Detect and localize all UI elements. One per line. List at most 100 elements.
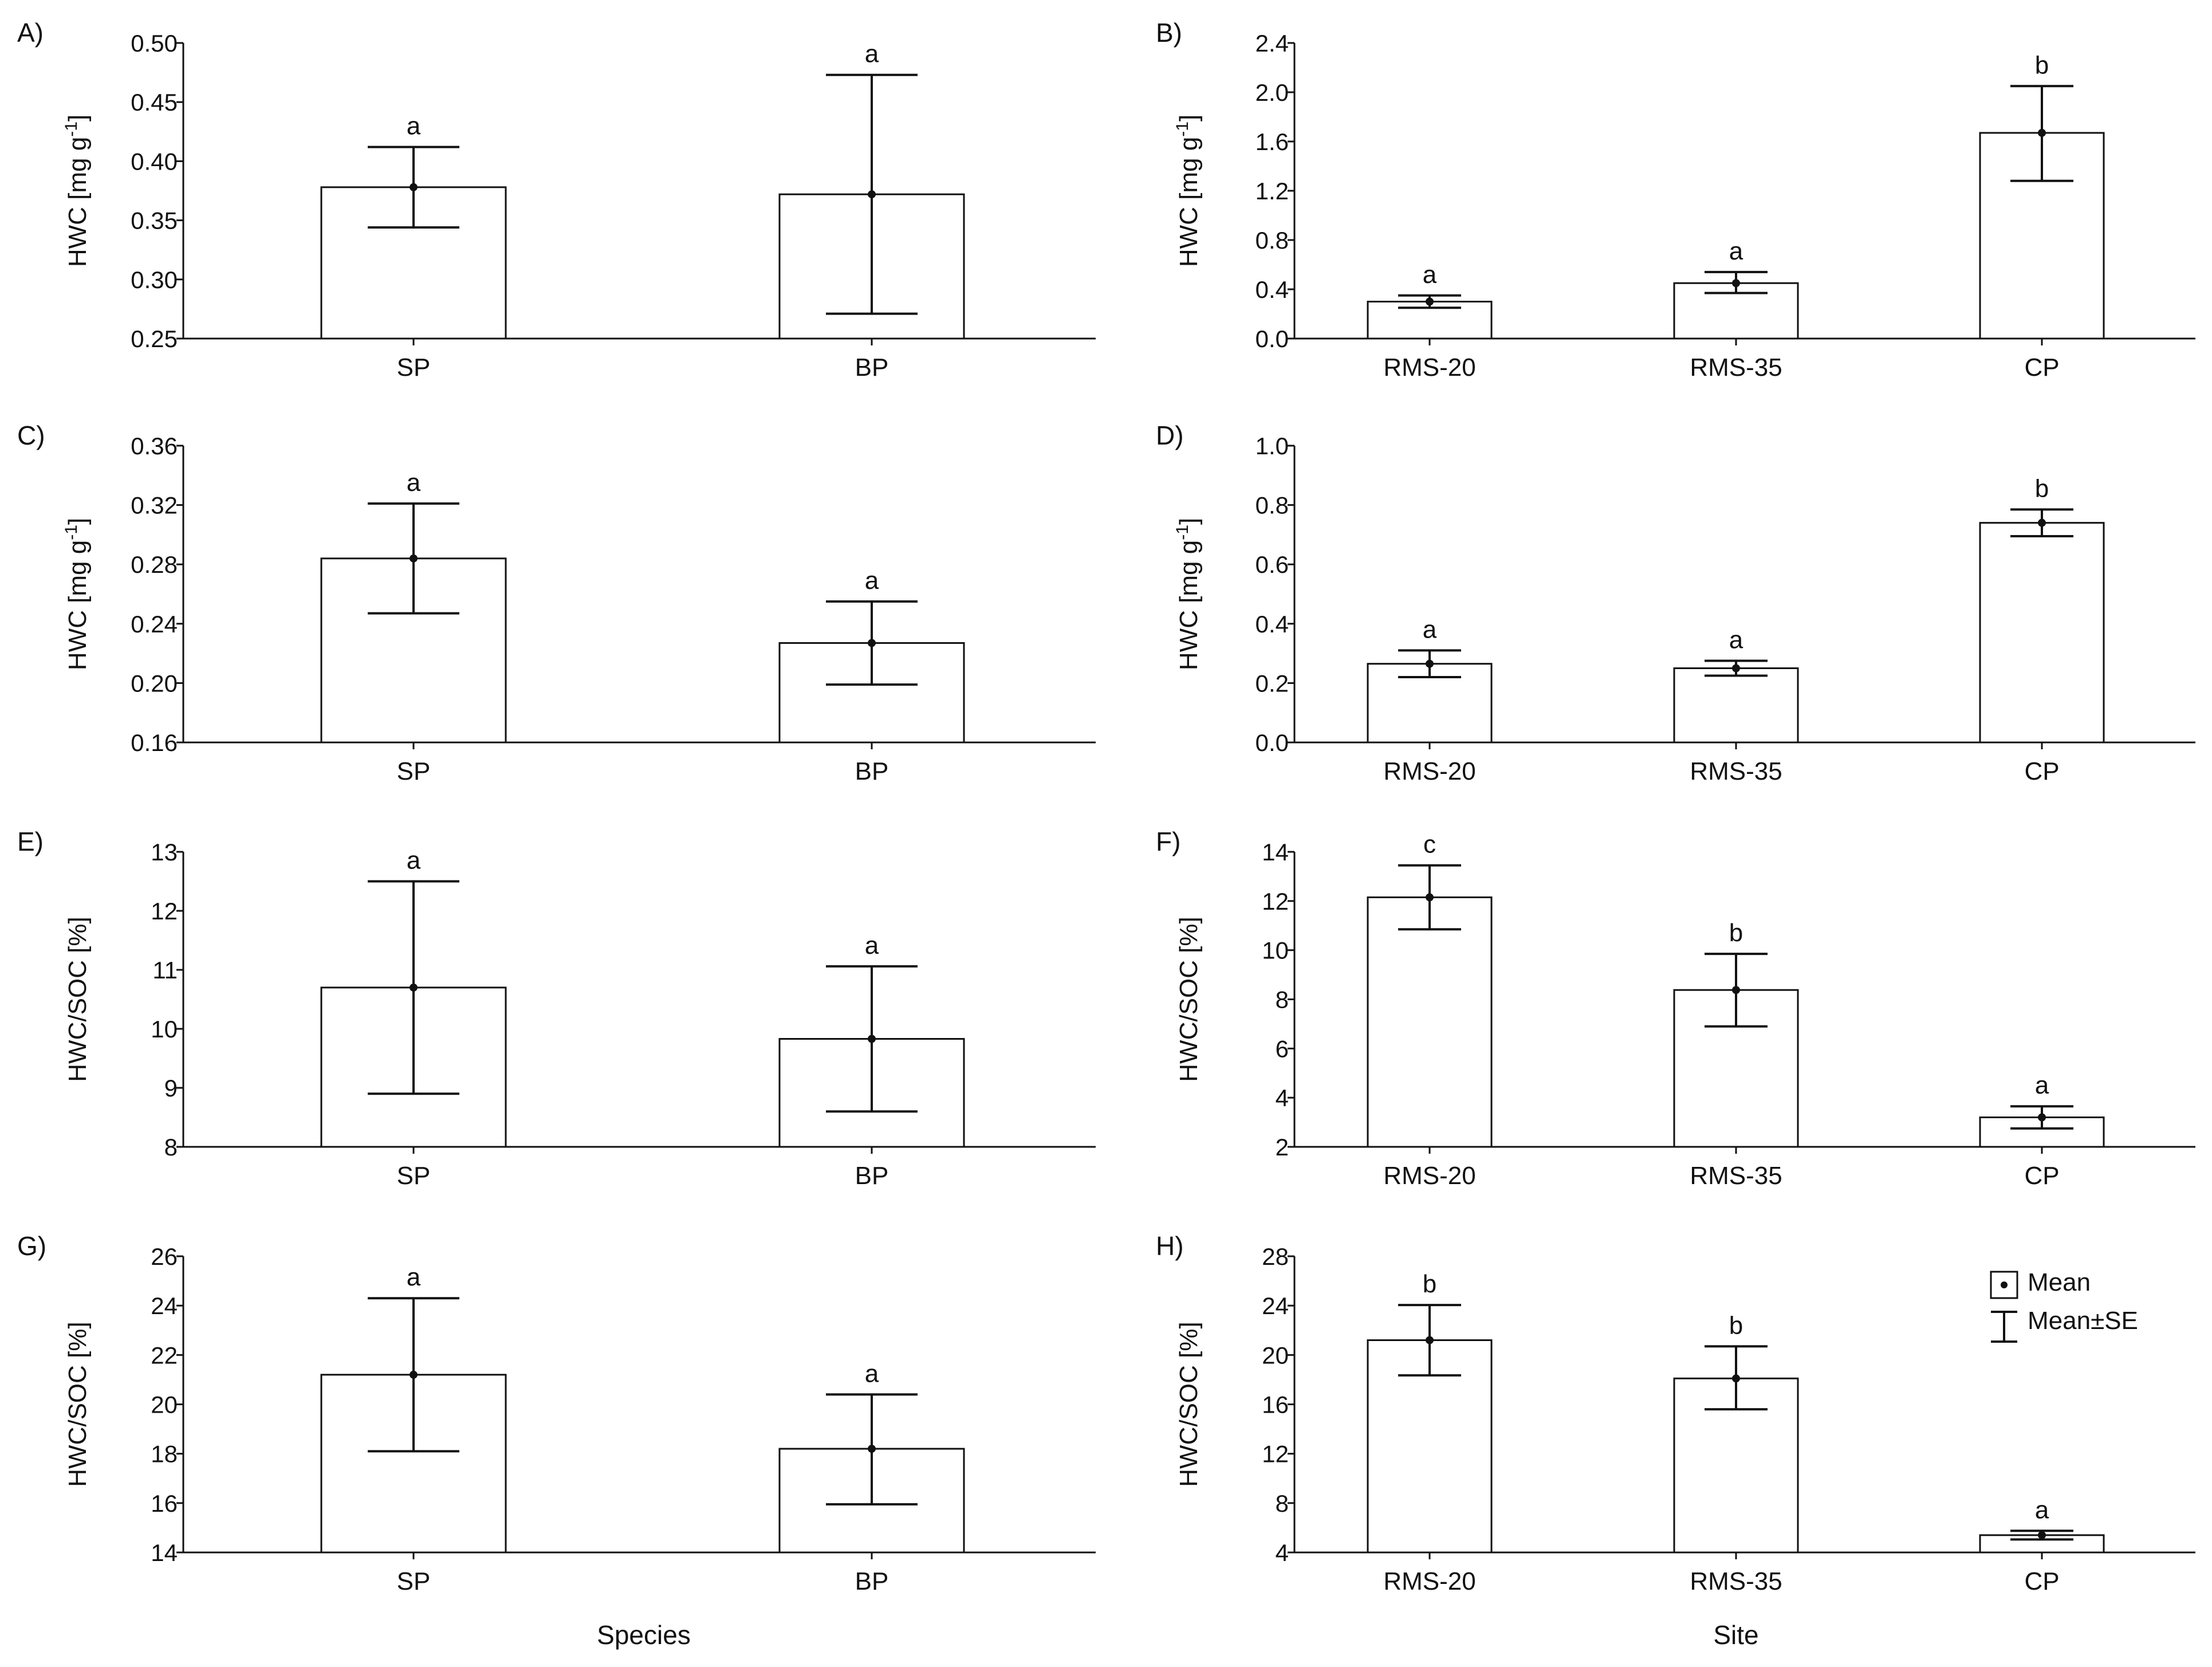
x-tick-label: BP — [855, 353, 889, 382]
mean-point — [868, 1445, 876, 1453]
x-axis-title-species: Species — [597, 1620, 691, 1650]
y-axis-title-superscript: -1 — [1173, 121, 1192, 137]
y-tick-label: 16 — [1262, 1391, 1289, 1418]
y-tick-label: 0.2 — [1255, 670, 1289, 697]
significance-letter: a — [2035, 1071, 2049, 1099]
x-tick-label: SP — [397, 1162, 431, 1190]
panel-label: B) — [1156, 18, 1182, 48]
significance-letter: c — [1423, 831, 1436, 859]
y-tick-label: 1.2 — [1255, 178, 1289, 205]
y-tick-label: 6 — [1276, 1035, 1289, 1062]
x-tick-label: CP — [2024, 1567, 2059, 1595]
y-tick-label: 12 — [151, 898, 178, 925]
y-axis-title: HWC/SOC [%] — [1175, 917, 1203, 1082]
significance-letter: a — [2035, 1496, 2049, 1524]
significance-letter: b — [1729, 1311, 1743, 1339]
panel-d: D) 0.0 0.2 0.4 0.6 0.8 1.0 HWC [mg g-1] a RMS-20 a… — [1156, 420, 2195, 785]
significance-letter: a — [865, 40, 879, 68]
mean-point — [410, 554, 418, 563]
y-tick-label: 16 — [151, 1490, 178, 1517]
mean-point — [1426, 297, 1434, 306]
x-tick-label: RMS-20 — [1383, 1567, 1475, 1595]
y-axis-title-superscript: -1 — [62, 525, 81, 540]
x-tick-label: SP — [397, 1567, 431, 1595]
significance-letter: a — [407, 847, 421, 875]
significance-letter: a — [865, 1359, 879, 1387]
y-axis-title-superscript: -1 — [1173, 525, 1192, 540]
panel-e: E) 8 9 10 11 12 13 HWC/SOC [%] a SP a BP — [17, 827, 1096, 1190]
y-tick-label: 10 — [1262, 937, 1289, 964]
panel-label: H) — [1156, 1231, 1184, 1261]
mean-point — [2038, 518, 2046, 527]
y-tick-label: 13 — [151, 839, 178, 866]
panel-g: G) 14 16 18 20 22 24 26 HWC/SOC [%] a SP a BP — [17, 1231, 1096, 1595]
y-tick-label: 24 — [151, 1292, 178, 1319]
x-tick-label: RMS-35 — [1690, 1162, 1782, 1190]
y-axis-title-main: HWC/SOC [%] — [1175, 917, 1203, 1082]
x-tick-label: RMS-35 — [1690, 353, 1782, 382]
y-tick-label: 0.24 — [131, 611, 178, 638]
significance-letter: a — [865, 931, 879, 960]
y-axis-title: HWC/SOC [%] — [64, 917, 92, 1082]
y-axis-title-main: HWC/SOC [%] — [64, 1322, 92, 1487]
y-tick-label: 18 — [151, 1441, 178, 1468]
x-tick-label: BP — [855, 1162, 889, 1190]
y-tick-label: 8 — [1276, 1490, 1289, 1517]
y-axis-title-main: HWC [mg g — [1175, 540, 1203, 670]
y-tick-label: 0.8 — [1255, 492, 1289, 519]
significance-letter: a — [1729, 626, 1743, 654]
y-tick-label: 9 — [164, 1075, 178, 1102]
y-tick-label: 0.25 — [131, 325, 178, 352]
x-tick-label: RMS-20 — [1383, 1162, 1475, 1190]
y-tick-label: 20 — [151, 1391, 178, 1418]
y-tick-label: 22 — [151, 1342, 178, 1369]
significance-letter: b — [1423, 1270, 1436, 1298]
y-axis-title: HWC [mg g-1] — [1173, 115, 1203, 267]
y-axis-title: HWC/SOC [%] — [1175, 1322, 1203, 1487]
panel-label: G) — [17, 1231, 46, 1261]
mean-point — [868, 1035, 876, 1043]
x-tick-label: CP — [2024, 353, 2059, 382]
legend-mean-label: Mean — [2028, 1268, 2091, 1296]
y-tick-label: 12 — [1262, 888, 1289, 915]
significance-letter: a — [1423, 615, 1437, 643]
x-tick-label: RMS-20 — [1383, 353, 1475, 382]
significance-letter: a — [407, 469, 421, 497]
y-tick-label: 11 — [152, 957, 178, 984]
legend-mean-se-label: Mean±SE — [2028, 1307, 2138, 1335]
panel-label: F) — [1156, 827, 1180, 856]
x-tick-label: RMS-20 — [1383, 757, 1475, 785]
significance-letter: a — [865, 567, 879, 595]
significance-letter: b — [1729, 919, 1743, 947]
mean-point — [868, 190, 876, 199]
y-axis-title: HWC [mg g-1] — [1173, 518, 1203, 670]
legend-mean-box — [1990, 1271, 2018, 1299]
y-tick-label: 1.0 — [1255, 433, 1289, 459]
mean-point — [1426, 659, 1434, 668]
panel-c: C) 0.16 0.20 0.24 0.28 0.32 0.36 HWC [mg g-1] a S… — [17, 420, 1096, 785]
mean-point — [410, 1370, 418, 1379]
mean-point — [1426, 1336, 1434, 1344]
x-tick-label: RMS-35 — [1690, 1567, 1782, 1595]
y-axis-title-main: HWC [mg g — [64, 137, 92, 267]
y-tick-label: 4 — [1276, 1539, 1289, 1566]
y-tick-label: 0.4 — [1255, 276, 1289, 303]
mean-point — [1732, 664, 1740, 673]
mean-point — [2038, 1531, 2046, 1539]
panel-b: B) 0.0 0.4 0.8 1.2 1.6 2.0 2.4 HWC [mg g-1] a RMS-… — [1156, 18, 2195, 382]
y-tick-label: 0.6 — [1255, 551, 1289, 578]
y-tick-label: 28 — [1262, 1243, 1289, 1270]
y-axis-title-main: HWC/SOC [%] — [1175, 1322, 1203, 1487]
y-axis-title-superscript: -1 — [62, 121, 81, 137]
significance-letter: a — [407, 112, 421, 140]
y-axis-title: HWC [mg g-1] — [62, 115, 92, 267]
significance-letter: a — [1729, 237, 1743, 265]
y-tick-label: 0.36 — [131, 433, 178, 459]
legend-mean-dot — [2001, 1281, 2008, 1288]
y-axis-title-end: ] — [1175, 115, 1203, 121]
mean-point — [2038, 128, 2046, 137]
y-tick-label: 26 — [151, 1243, 178, 1270]
y-tick-label: 0.40 — [131, 148, 178, 175]
y-tick-label: 20 — [1262, 1342, 1289, 1369]
